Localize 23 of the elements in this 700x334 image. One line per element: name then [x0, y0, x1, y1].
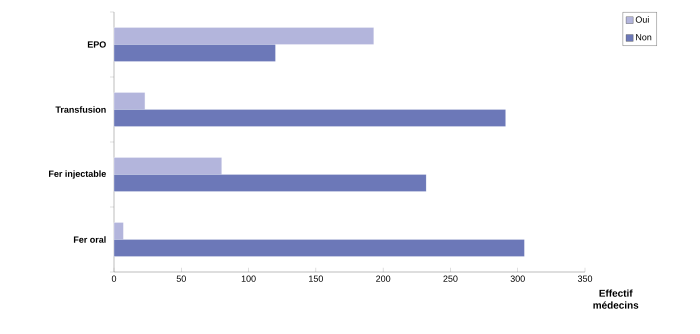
x-tick-label: 200 — [376, 276, 390, 282]
bar — [114, 174, 426, 192]
bar — [114, 92, 146, 110]
bar — [114, 27, 374, 45]
x-tick-label: 100 — [242, 276, 256, 282]
y-tick-label: Fer injectable — [49, 170, 106, 179]
bar — [114, 239, 525, 257]
x-tick-label: 250 — [443, 276, 458, 282]
bar — [114, 157, 222, 175]
bar — [114, 44, 276, 62]
x-tick-label: 0 — [112, 276, 116, 282]
bar — [114, 222, 124, 240]
y-tick-label: Fer oral — [74, 236, 106, 243]
x-tick-label: 300 — [510, 276, 525, 282]
x-tick-label: 50 — [176, 276, 186, 282]
bar — [114, 109, 506, 127]
x-tick-label: 150 — [309, 276, 323, 282]
x-axis-title: Effectif médecins — [593, 289, 638, 309]
y-tick-label: Transfusion — [56, 106, 106, 113]
y-tick-label: EPO — [88, 41, 106, 48]
x-tick-label: 350 — [578, 276, 592, 282]
legend-label: Oui — [636, 16, 649, 23]
legend-label: Non — [636, 34, 652, 40]
